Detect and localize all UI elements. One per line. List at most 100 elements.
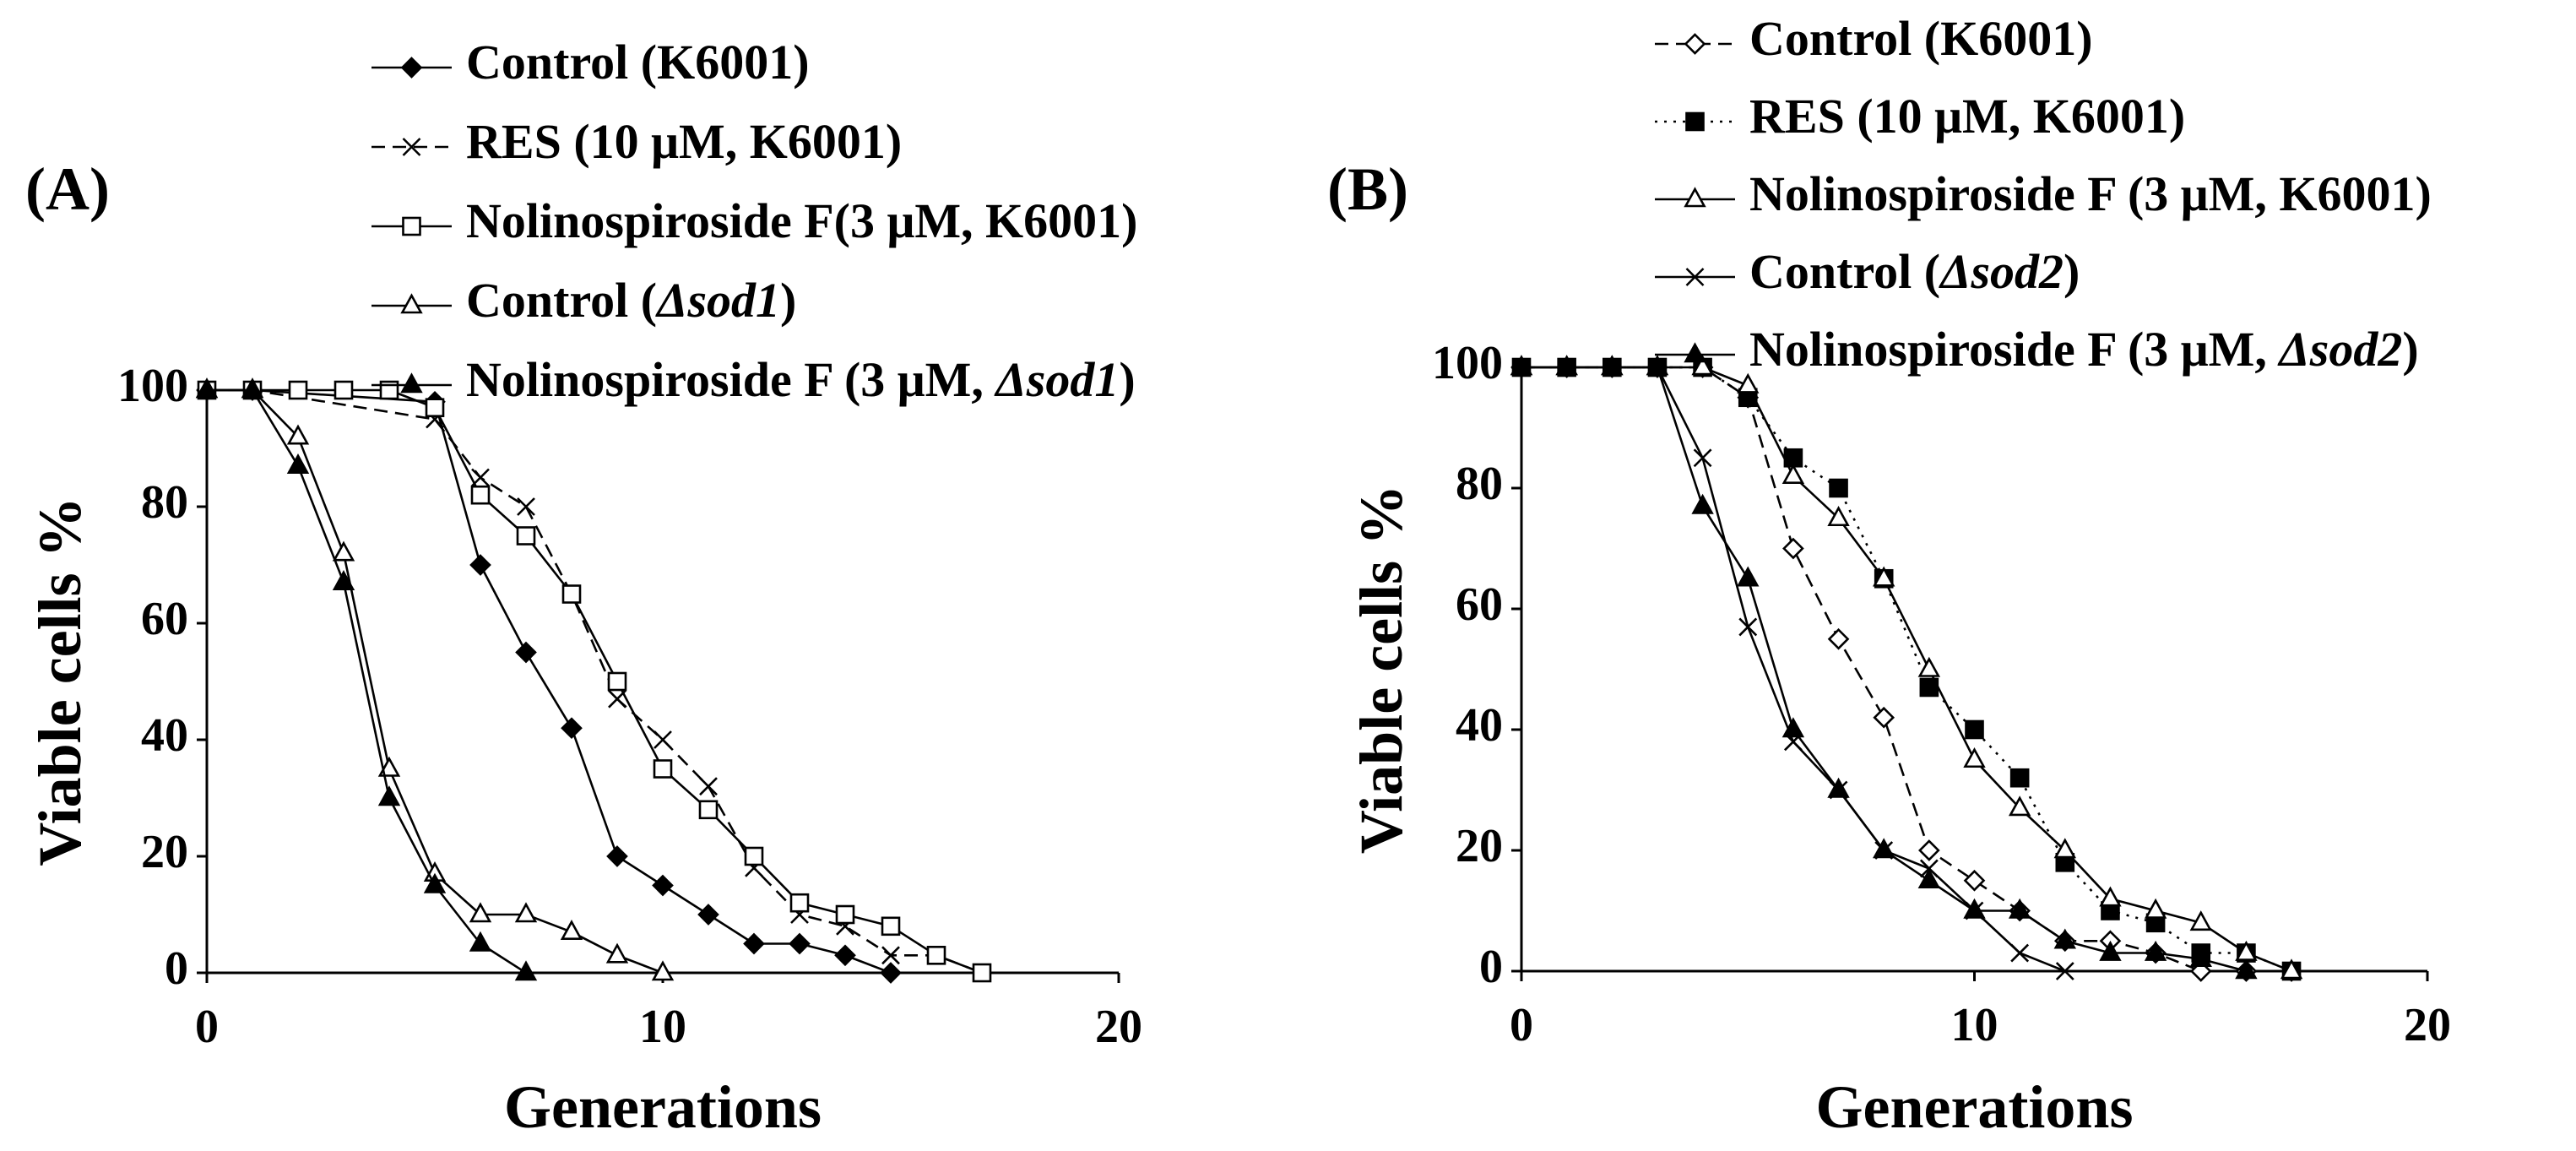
data-point-marker	[425, 398, 445, 418]
legend-marker	[1684, 342, 1706, 363]
legend-entry-1: Control (K6001)	[1655, 11, 2093, 66]
data-point-marker	[2008, 898, 2031, 919]
data-point-marker	[1963, 869, 1986, 892]
data-point-marker	[332, 570, 355, 591]
legend-label-italic-part: Δsod2	[1939, 244, 2064, 299]
data-point-marker	[1693, 448, 1712, 468]
legend-marker	[402, 216, 421, 236]
y-tick-label: 40	[141, 709, 188, 762]
data-point-marker	[880, 962, 902, 984]
data-point-marker	[1691, 355, 1714, 376]
legend-label: Control (K6001)	[1749, 11, 2093, 66]
legend-entry-5: Nolinospiroside F (3 μM, Δsod2)	[1655, 322, 2419, 377]
data-point-marker	[1601, 355, 1624, 376]
y-tick-label: 0	[165, 942, 188, 995]
data-point-marker	[1917, 868, 1941, 889]
data-point-marker	[286, 453, 310, 475]
data-point-marker	[2189, 910, 2212, 931]
y-tick-label: 60	[1456, 578, 1503, 631]
y-axis-title: Viable cells %	[1348, 485, 1415, 854]
data-point-marker	[2235, 958, 2258, 980]
legend-label: Control (Δsod1)	[466, 273, 796, 328]
series-line	[207, 388, 983, 975]
legend-label-part: Control (K6001)	[466, 35, 810, 90]
x-tick-label: 0	[1510, 999, 1533, 1051]
series-line	[207, 388, 892, 975]
panel-b: (B) 0 20 40 60 80 100 0 10 20 Generations Viable ce…	[1327, 11, 2451, 1141]
data-point-marker	[1691, 493, 1714, 514]
legend-entry-5: Nolinospiroside F (3 μM, Δsod1)	[371, 352, 1136, 407]
data-point-marker	[1873, 706, 1895, 729]
data-point-marker	[1963, 747, 1986, 768]
y-tick-label: 100	[117, 360, 188, 412]
data-point-marker	[514, 960, 538, 981]
data-point-marker	[334, 380, 354, 400]
data-point-marker	[881, 916, 901, 937]
series-2	[198, 381, 991, 982]
data-point-marker	[517, 497, 535, 516]
panel-a: (A) 0 20 40 60 80 100 0 10 20 Generations Viable ce…	[25, 35, 1142, 1141]
data-point-marker	[2189, 947, 2212, 967]
data-point-marker	[972, 963, 992, 983]
data-point-marker	[697, 904, 719, 926]
data-point-marker	[2009, 768, 2030, 788]
data-point-marker	[1827, 627, 1850, 650]
y-axis-title: Viable cells %	[26, 497, 94, 866]
data-point-marker	[1873, 838, 1895, 859]
legend-label-part: Nolinospiroside F (3 μM,	[466, 352, 995, 407]
data-point-marker	[1918, 839, 1940, 861]
axes: 0 20 40 60 80 100 0 10 20	[1432, 337, 2451, 1051]
legend-entry-4: Control (Δsod2)	[1655, 244, 2080, 299]
data-point-marker	[653, 759, 673, 779]
y-tick-label: 100	[1432, 337, 1503, 389]
data-point-marker	[1737, 372, 1760, 394]
legend-entry-2: RES (10 μM, K6001)	[1655, 89, 2185, 144]
x-tick-label: 10	[1951, 999, 1998, 1051]
data-point-marker	[1738, 617, 1758, 637]
data-point-marker	[288, 380, 308, 400]
data-point-marker	[2008, 795, 2031, 817]
series-3	[197, 380, 992, 983]
legend-label-part: )	[2402, 322, 2418, 377]
legend-label: RES (10 μM, K6001)	[466, 114, 902, 169]
panel-label: (B)	[1327, 155, 1408, 223]
data-point-marker	[1827, 506, 1850, 527]
data-point-marker	[1646, 355, 1669, 376]
data-point-marker	[1829, 478, 1848, 498]
series-line	[1521, 366, 2292, 973]
legend-marker	[400, 293, 423, 314]
data-point-marker	[1782, 537, 1804, 560]
data-point-marker	[1917, 656, 1941, 677]
data-point-marker	[561, 717, 583, 740]
series-line	[1521, 366, 2247, 973]
data-point-marker	[651, 960, 675, 981]
data-point-marker	[789, 893, 810, 913]
data-point-marker	[469, 931, 492, 952]
legend-label-part: RES (10 μM, K6001)	[466, 114, 902, 169]
x-tick-label: 20	[1095, 1001, 1142, 1053]
data-point-marker	[744, 846, 764, 866]
legend-entry-1: Control (K6001)	[371, 35, 810, 90]
data-point-marker	[1510, 355, 1533, 376]
data-point-marker	[743, 932, 765, 955]
data-point-marker	[652, 874, 674, 897]
series-line	[207, 388, 983, 975]
data-point-marker	[332, 540, 355, 562]
series-3	[1510, 355, 2303, 980]
series-1	[1510, 356, 2302, 982]
legend-label-part: )	[1119, 352, 1135, 407]
data-point-marker	[1963, 898, 1986, 919]
data-point-marker	[1782, 464, 1805, 485]
data-point-marker	[470, 485, 491, 505]
data-point-marker	[561, 584, 582, 604]
y-tick-label: 20	[141, 826, 188, 878]
legend-marker	[1684, 187, 1706, 208]
data-point-marker	[606, 845, 628, 867]
y-tick-label: 20	[1456, 820, 1503, 872]
x-tick-label: 10	[639, 1001, 686, 1053]
series-line	[1521, 366, 2292, 973]
data-point-marker	[1555, 355, 1578, 376]
legend-entry-2: RES (10 μM, K6001)	[371, 114, 902, 169]
data-point-marker	[2280, 958, 2303, 980]
